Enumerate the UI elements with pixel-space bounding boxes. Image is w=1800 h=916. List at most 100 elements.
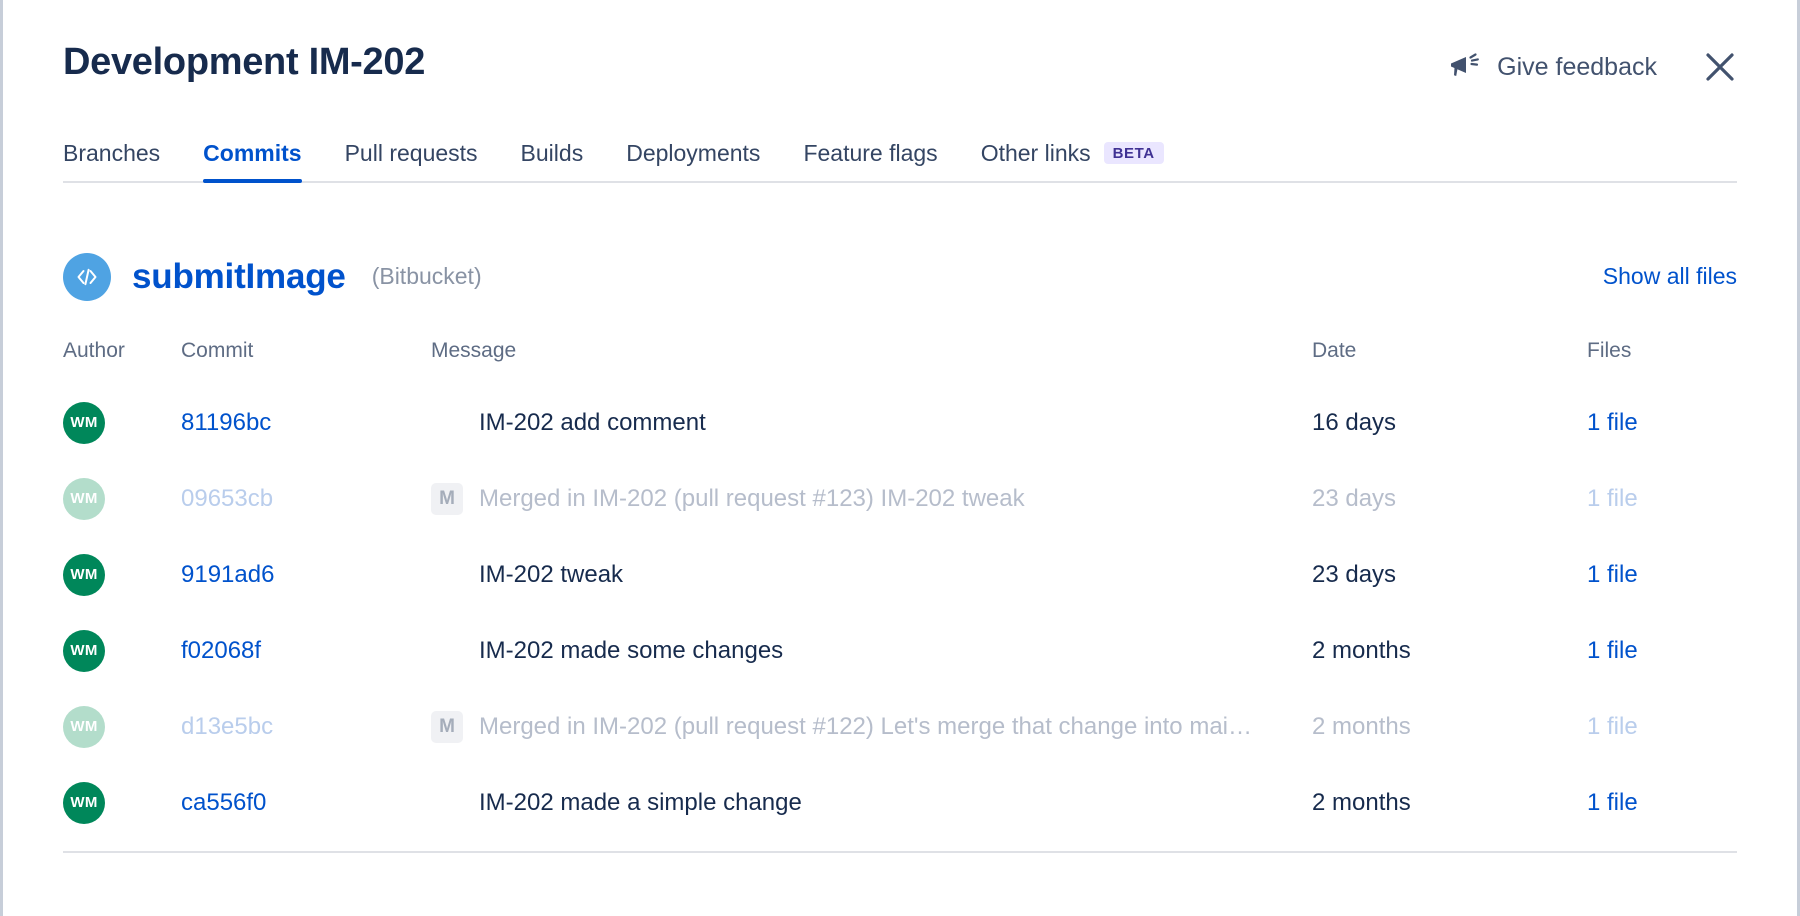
commit-hash-link[interactable]: 81196bc — [181, 408, 272, 436]
files-cell: 1 file — [1587, 689, 1737, 765]
commit-cell: 09653cb — [181, 461, 431, 537]
dialog-header: Development IM-202 Give feedback — [63, 0, 1737, 86]
tab-other-links[interactable]: Other links BETA — [981, 134, 1164, 181]
commit-date: 23 days — [1312, 560, 1397, 588]
tab-pull-requests[interactable]: Pull requests — [345, 134, 478, 181]
commit-cell: f02068f — [181, 613, 431, 689]
author-cell: WM — [63, 537, 181, 613]
tab-feature-flags[interactable]: Feature flags — [803, 134, 937, 181]
date-cell: 2 months — [1312, 613, 1587, 689]
avatar: WM — [63, 553, 105, 596]
column-header-author: Author — [63, 338, 125, 362]
commit-date: 23 days — [1312, 484, 1397, 512]
avatar: WM — [63, 629, 105, 672]
table-row[interactable]: WM f02068f IM-202 made some changes 2 mo… — [63, 613, 1737, 689]
files-cell: 1 file — [1587, 461, 1737, 537]
avatar: WM — [63, 477, 105, 520]
message-cell: IM-202 add comment — [431, 385, 1312, 461]
files-cell: 1 file — [1587, 613, 1737, 689]
files-link[interactable]: 1 file — [1587, 560, 1638, 588]
repository-source: (Bitbucket) — [371, 263, 482, 290]
tab-label: Other links — [980, 139, 1091, 166]
commit-date: 2 months — [1312, 712, 1411, 740]
table-row[interactable]: WM 09653cb M Merged in IM-202 (pull requ… — [63, 461, 1737, 537]
table-row[interactable]: WM d13e5bc M Merged in IM-202 (pull requ… — [63, 689, 1737, 765]
commits-table-body: WM 81196bc IM-202 add comment 16 days 1 … — [63, 385, 1737, 841]
commits-table: Author Commit Message Date Files WM 8119… — [63, 339, 1737, 841]
column-header-message: Message — [431, 338, 517, 362]
files-link[interactable]: 1 file — [1587, 408, 1638, 436]
commit-hash-link[interactable]: 9191ad6 — [181, 560, 275, 588]
commit-message: IM-202 made a simple change — [479, 788, 802, 816]
files-link[interactable]: 1 file — [1587, 484, 1638, 512]
close-icon — [1703, 53, 1737, 87]
tab-deployments[interactable]: Deployments — [626, 134, 760, 181]
message-cell: IM-202 tweak — [431, 537, 1312, 613]
commit-hash-link[interactable]: ca556f0 — [181, 788, 267, 816]
commit-hash-link[interactable]: 09653cb — [181, 484, 274, 512]
tab-label: Branches — [63, 139, 161, 166]
avatar: WM — [63, 781, 105, 824]
commit-cell: ca556f0 — [181, 765, 431, 841]
commit-message: IM-202 tweak — [479, 560, 624, 588]
author-cell: WM — [63, 765, 181, 841]
close-button[interactable] — [1703, 50, 1737, 84]
beta-badge: BETA — [1103, 142, 1164, 165]
avatar: WM — [63, 705, 105, 748]
files-link[interactable]: 1 file — [1587, 788, 1638, 816]
column-header-files: Files — [1587, 338, 1632, 362]
commit-message: IM-202 made some changes — [479, 636, 784, 664]
files-link[interactable]: 1 file — [1587, 712, 1638, 740]
date-cell: 2 months — [1312, 765, 1587, 841]
show-all-files-link[interactable]: Show all files — [1602, 263, 1737, 290]
commits-table-header: Author Commit Message Date Files — [63, 339, 1737, 385]
message-cell: IM-202 made some changes — [431, 613, 1312, 689]
author-cell: WM — [63, 385, 181, 461]
tab-label: Commits — [203, 139, 302, 166]
commit-hash-link[interactable]: f02068f — [181, 636, 262, 664]
files-cell: 1 file — [1587, 537, 1737, 613]
tab-bar: Branches Commits Pull requests Builds De… — [63, 134, 1737, 183]
commit-cell: d13e5bc — [181, 689, 431, 765]
tab-label: Builds — [520, 139, 584, 166]
commit-message: Merged in IM-202 (pull request #123) IM-… — [479, 484, 1025, 512]
files-link[interactable]: 1 file — [1587, 636, 1638, 664]
commit-date: 2 months — [1312, 788, 1411, 816]
date-cell: 2 months — [1312, 689, 1587, 765]
date-cell: 23 days — [1312, 537, 1587, 613]
tab-commits[interactable]: Commits — [203, 134, 302, 183]
tab-label: Deployments — [626, 139, 761, 166]
code-icon — [63, 252, 111, 301]
give-feedback-button[interactable]: Give feedback — [1449, 52, 1657, 82]
table-row[interactable]: WM 9191ad6 IM-202 tweak 23 days 1 file — [63, 537, 1737, 613]
tab-branches[interactable]: Branches — [63, 134, 160, 181]
table-row[interactable]: WM ca556f0 IM-202 made a simple change 2… — [63, 765, 1737, 841]
repository-name-link[interactable]: submitImage — [132, 256, 346, 296]
message-cell: IM-202 made a simple change — [431, 765, 1312, 841]
files-cell: 1 file — [1587, 765, 1737, 841]
commit-cell: 81196bc — [181, 385, 431, 461]
commit-date: 16 days — [1312, 408, 1397, 436]
column-header-commit: Commit — [181, 338, 254, 362]
commit-message: Merged in IM-202 (pull request #122) Let… — [479, 712, 1252, 740]
date-cell: 16 days — [1312, 385, 1587, 461]
table-row[interactable]: WM 81196bc IM-202 add comment 16 days 1 … — [63, 385, 1737, 461]
header-actions: Give feedback — [1449, 40, 1737, 84]
author-cell: WM — [63, 461, 181, 537]
message-cell: M Merged in IM-202 (pull request #123) I… — [431, 461, 1312, 537]
tab-label: Feature flags — [803, 139, 938, 166]
give-feedback-label: Give feedback — [1497, 52, 1657, 81]
column-header-date: Date — [1312, 338, 1357, 362]
commit-cell: 9191ad6 — [181, 537, 431, 613]
commit-hash-link[interactable]: d13e5bc — [181, 712, 274, 740]
author-cell: WM — [63, 613, 181, 689]
merge-badge: M — [431, 482, 463, 515]
commit-date: 2 months — [1312, 636, 1411, 664]
commit-message: IM-202 add comment — [479, 408, 706, 436]
repository-identity: submitImage (Bitbucket) — [63, 252, 482, 301]
table-bottom-divider — [63, 850, 1737, 853]
tab-builds[interactable]: Builds — [521, 134, 584, 181]
files-cell: 1 file — [1587, 385, 1737, 461]
page-title: Development IM-202 — [63, 41, 426, 83]
